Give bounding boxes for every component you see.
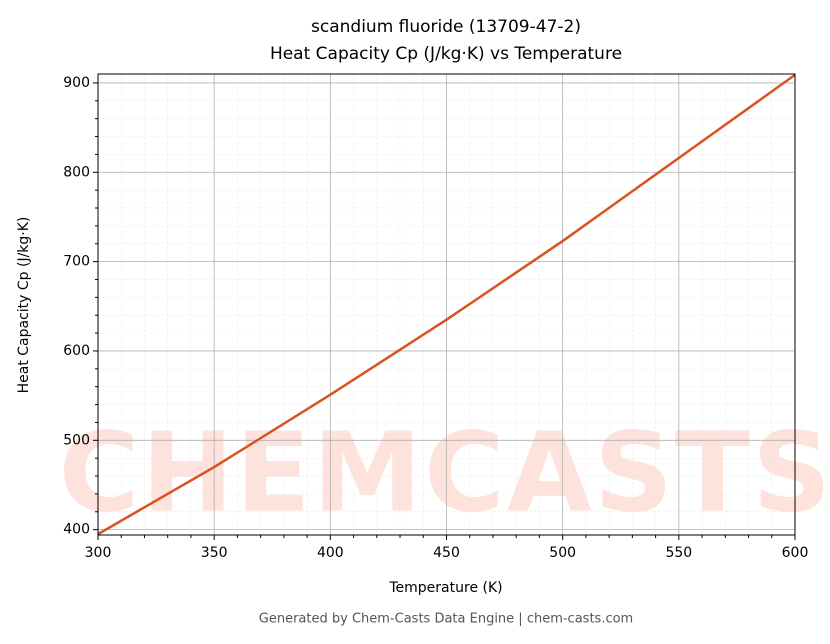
x-tick-label: 600 [782,545,809,561]
x-tick-label: 450 [433,545,460,561]
x-tick-label: 300 [85,545,112,561]
y-tick-label: 700 [63,254,90,270]
x-tick-label: 400 [317,545,344,561]
y-axis-label: Heat Capacity Cp (J/kg·K) [16,217,32,394]
footer: Generated by Chem-Casts Data Engine | ch… [259,612,633,627]
watermark: CHEMCASTS [59,408,830,536]
x-tick-label: 350 [201,545,228,561]
chart-title: scandium fluoride (13709-47-2) [311,17,581,37]
x-tick-label: 550 [665,545,692,561]
chart-subtitle: Heat Capacity Cp (J/kg·K) vs Temperature [270,44,622,64]
data-line [97,73,796,536]
plot-frame [97,73,796,536]
y-tick-label: 800 [63,164,90,180]
y-tick-label: 500 [63,432,90,448]
x-tick-label: 500 [549,545,576,561]
x-axis-label: Temperature (K) [388,580,502,596]
y-tick-label: 400 [63,522,90,538]
y-tick-label: 900 [63,75,90,91]
y-tick-label: 600 [63,343,90,359]
